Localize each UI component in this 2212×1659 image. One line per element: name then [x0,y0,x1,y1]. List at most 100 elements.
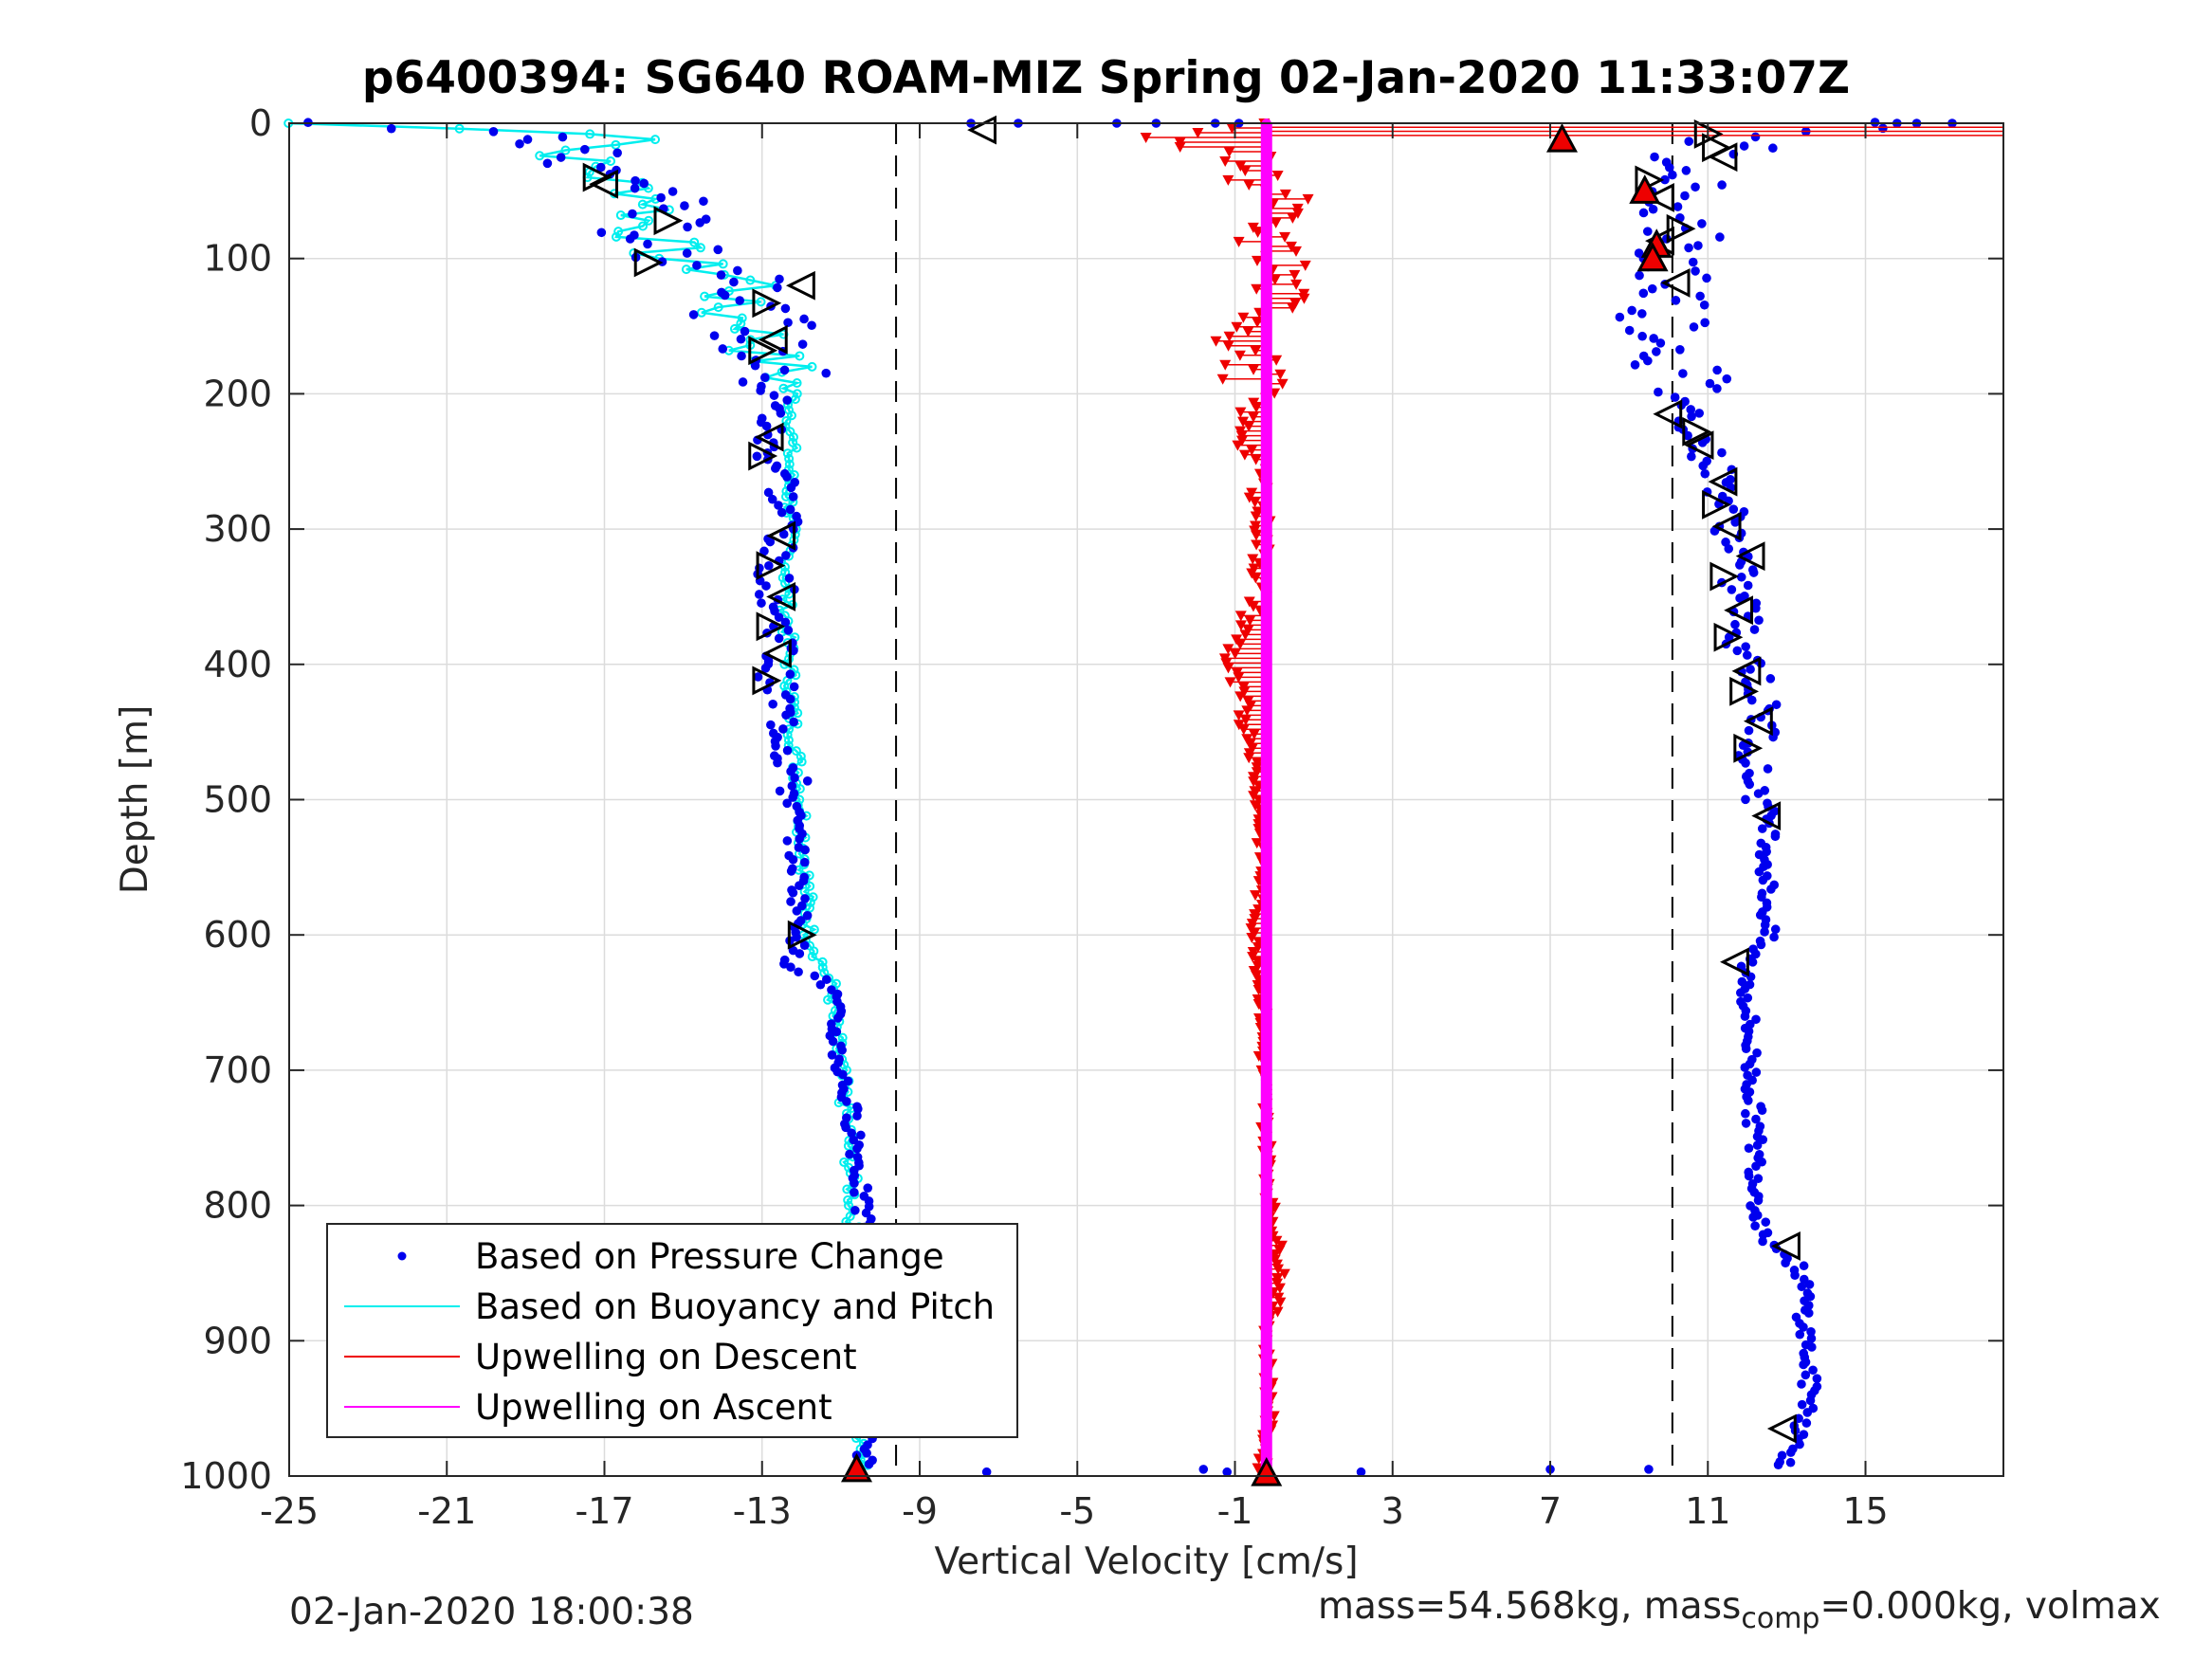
pressure-point [736,334,746,344]
upwelling-ascent-point [1261,152,1271,162]
upwelling-ascent-point [1261,652,1271,663]
upwelling-ascent-point [1261,1139,1271,1150]
upwelling-ascent-point [1261,829,1271,839]
upwelling-ascent-point [1261,1105,1271,1116]
pressure-point [853,1104,863,1114]
pressure-point [753,672,763,682]
pressure-point [1799,1261,1809,1271]
pressure-point [1702,273,1711,283]
legend-label: Based on Pressure Change [475,1236,944,1277]
upwelling-ascent-point [1261,740,1271,751]
pressure-point [1741,642,1750,651]
buoyancy-point [644,215,654,226]
open-triangle-marker [1751,801,1782,831]
upwelling-ascent-point [1261,395,1271,406]
buoyancy-point [535,151,545,161]
pressure-point [1751,1161,1761,1171]
upwelling-ascent-point [1261,402,1271,412]
buoyancy-point [807,952,817,962]
upwelling-ascent-point [1261,1416,1271,1427]
open-triangle-marker [1720,947,1749,977]
pressure-point [782,472,792,482]
upwelling-descent-marker [1279,231,1291,243]
pressure-point [774,612,784,622]
pressure-point [815,979,826,990]
pressure-point [1738,740,1748,751]
upwelling-ascent-point [1261,1431,1271,1441]
upwelling-ascent-point [1261,1356,1271,1366]
pressure-point [558,132,568,142]
upwelling-descent-marker [1273,1283,1286,1294]
buoyancy-point [638,221,649,231]
pressure-point [1675,345,1685,355]
open-triangle-marker [1766,1413,1797,1444]
upwelling-descent-marker [1233,236,1245,247]
pressure-point [822,975,832,984]
pressure-point [488,126,499,137]
pressure-point [781,710,791,720]
y-tick-label: 900 [203,1320,272,1361]
upwelling-descent-marker [1248,776,1260,788]
pressure-point [1712,384,1722,393]
y-tick-label: 700 [203,1049,272,1091]
upwelling-descent-marker [1274,1297,1287,1308]
pressure-point [1801,1370,1811,1380]
series-layer [283,118,2003,1477]
pressure-point [821,368,832,378]
open-triangle-marker [766,582,796,611]
red-triangle-marker [840,1452,873,1483]
upwelling-ascent-point [1261,348,1271,358]
upwelling-ascent-point [1261,307,1271,318]
pressure-point [596,228,607,238]
pressure-point [845,1149,854,1159]
pressure-point [795,834,804,844]
pressure-outlier [1198,1465,1209,1474]
y-tick-label: 400 [203,644,272,685]
pressure-point [1744,725,1754,736]
buoyancy-point [809,946,819,957]
open-triangle-marker [1682,416,1712,447]
pressure-point [1799,1359,1808,1370]
upwelling-descent-marker [1222,644,1234,655]
pressure-point [1694,409,1705,418]
pressure-point [1615,312,1625,322]
pressure-point [515,138,524,149]
buoyancy-point [681,264,691,275]
upwelling-ascent-point [1261,971,1271,981]
pressure-point [1737,976,1747,987]
upwelling-descent-marker [1243,179,1255,191]
pressure-point [786,962,795,973]
pressure-point [759,546,769,556]
pressure-point [720,290,730,301]
upwelling-ascent-point [1261,1099,1271,1109]
upwelling-ascent-point [1261,720,1271,731]
pressure-point [735,296,745,305]
pressure-point [1630,360,1640,370]
pressure-point [1803,1308,1814,1318]
buoyancy-point [786,410,796,421]
upwelling-descent-marker [1250,454,1262,465]
upwelling-ascent-point [1261,1011,1271,1021]
x-tick-label: 3 [1381,1490,1404,1532]
upwelling-ascent-point [1261,483,1271,494]
pressure-point [802,776,813,786]
pressure-point [1705,378,1715,389]
pressure-point [718,344,728,354]
upwelling-ascent-point [1261,1437,1271,1448]
red-triangle-marker [1629,174,1661,204]
y-tick-label: 1000 [180,1455,272,1497]
upwelling-descent-marker [1243,753,1255,764]
upwelling-ascent-point [1261,1329,1271,1340]
pressure-point [1668,170,1677,180]
pressure-point [1795,1439,1804,1449]
pressure-point [1715,232,1725,242]
upwelling-ascent-point [1261,930,1271,940]
pressure-point [1748,1212,1758,1222]
upwelling-descent-marker [1234,611,1247,622]
upwelling-ascent-point [1261,227,1271,237]
buoyancy-point [611,139,621,150]
pressure-point [1797,1282,1807,1292]
pressure-point [1712,365,1722,375]
upwelling-ascent-point [1261,592,1271,602]
upwelling-descent-marker [1242,326,1254,337]
